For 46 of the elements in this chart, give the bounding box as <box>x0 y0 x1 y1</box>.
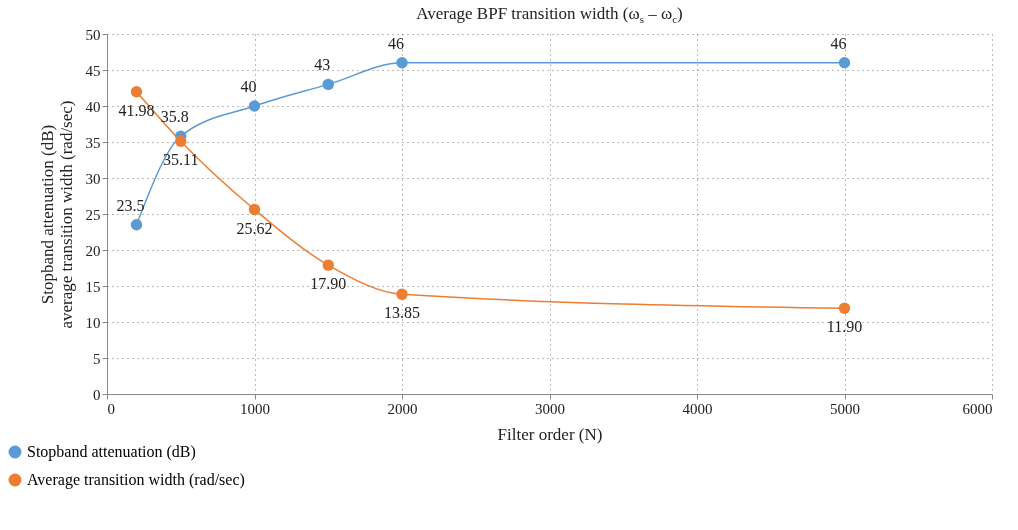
y-tick-label: 50 <box>85 26 101 43</box>
y-tick-label: 20 <box>85 242 101 259</box>
data-label: 13.85 <box>384 304 420 322</box>
y-tick-label: 15 <box>85 278 101 295</box>
data-label: 23.5 <box>116 196 145 214</box>
x-tick-label: 3000 <box>535 400 565 417</box>
point <box>322 259 334 271</box>
point <box>838 302 851 315</box>
data-label: 41.98 <box>118 101 155 119</box>
point <box>396 288 408 300</box>
point <box>322 78 334 91</box>
x-tick-label: 5000 <box>830 400 860 417</box>
point <box>248 203 261 216</box>
legend-label: Average transition width (rad/sec) <box>27 471 245 489</box>
y-tick-label: 25 <box>85 206 101 223</box>
y-tick-label: 30 <box>85 170 101 187</box>
point <box>838 57 851 69</box>
x-tick-label: 0 <box>107 400 115 417</box>
data-label: 17.90 <box>310 275 347 293</box>
x-tick-label: 1000 <box>240 400 270 417</box>
data-label: 40 <box>240 78 257 95</box>
point <box>248 100 261 112</box>
data-label: 46 <box>388 34 404 52</box>
x-tick-label: 6000 <box>962 400 993 417</box>
x-axis-title: Filter order (N) <box>497 424 603 444</box>
data-label: 43 <box>314 56 331 74</box>
y-axis-title: Stopband attenuation (dB) average transition width (rad/sec) <box>37 100 76 329</box>
y-tick-label: 40 <box>85 98 101 115</box>
data-label: 11.90 <box>826 318 863 336</box>
legend-label: Stopband attenuation (dB) <box>27 443 196 461</box>
data-label: 35.11 <box>163 151 199 169</box>
x-tick-label: 2000 <box>387 400 418 417</box>
y-tick-label: 0 <box>93 386 101 403</box>
data-label: 35.8 <box>160 108 189 126</box>
y-tick-label: 10 <box>85 314 101 331</box>
point <box>396 57 408 69</box>
y-tick-label: 35 <box>85 134 101 151</box>
data-label: 25.62 <box>236 219 273 237</box>
x-tick-label: 4000 <box>682 400 713 417</box>
point <box>175 135 187 147</box>
point <box>130 219 143 231</box>
chart-title: Average BPF transition width (ω$_{s}$ – ω$_{c}$) <box>415 3 684 26</box>
data-label: 46 <box>830 34 847 52</box>
point <box>130 86 143 98</box>
y-tick-label: 5 <box>93 350 101 367</box>
y-tick-label: 45 <box>85 62 101 79</box>
